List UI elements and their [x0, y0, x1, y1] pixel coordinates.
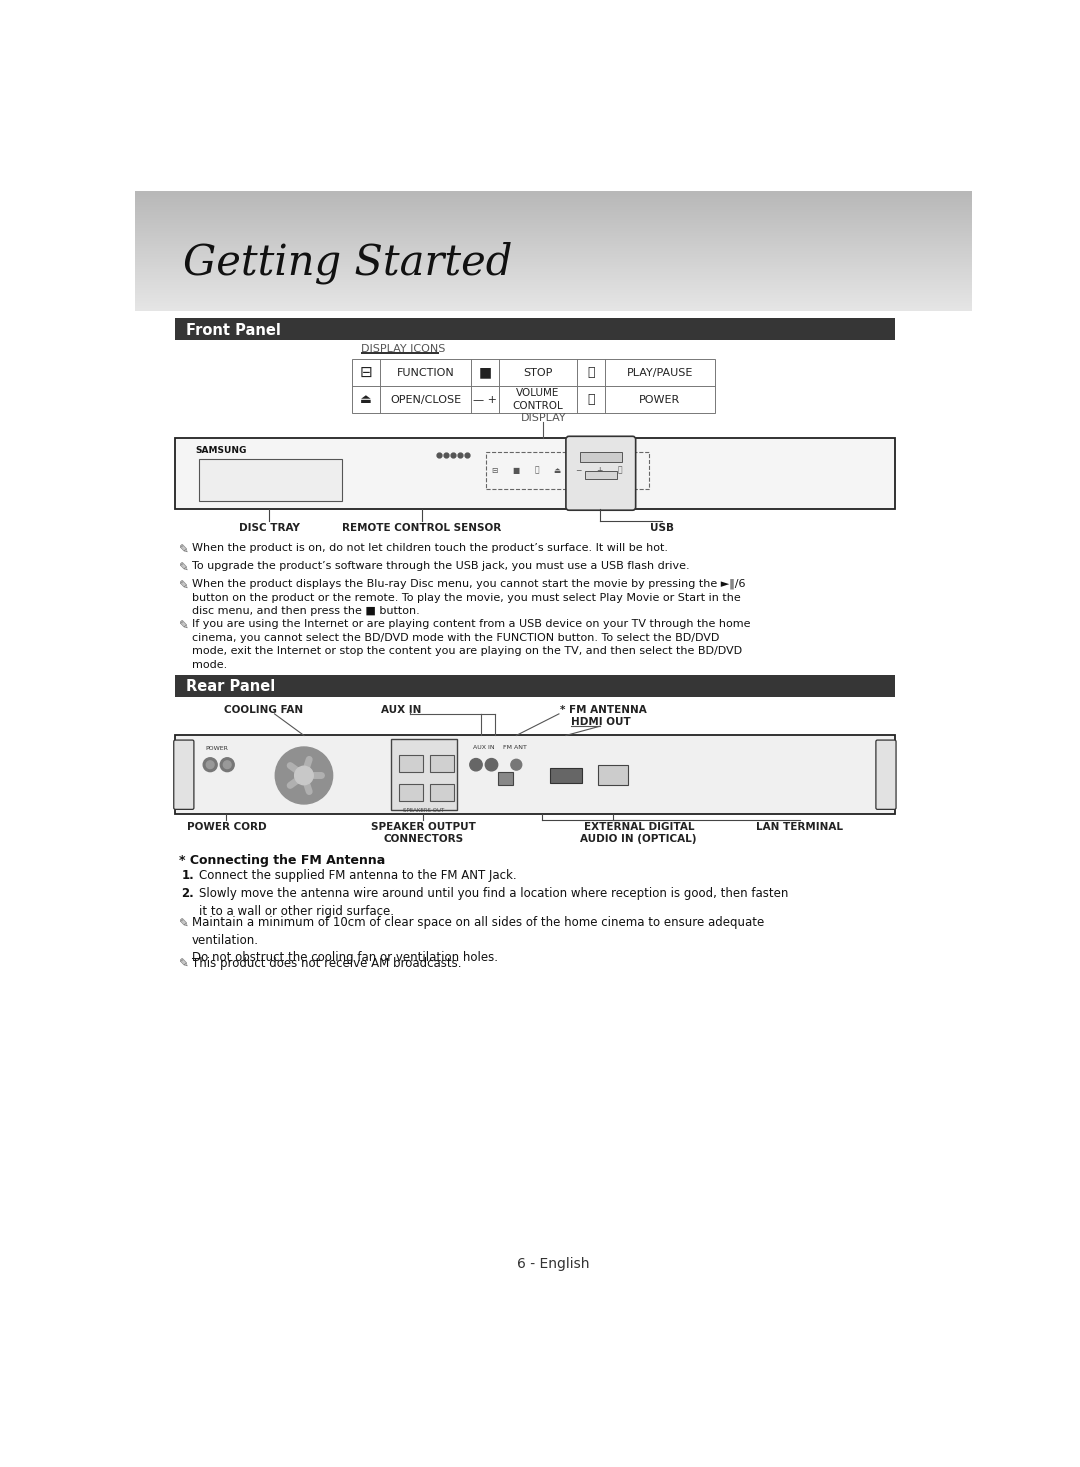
Circle shape — [295, 766, 313, 785]
Text: LAN TERMINAL: LAN TERMINAL — [756, 822, 843, 832]
Bar — [486, 452, 649, 489]
Circle shape — [203, 758, 217, 772]
Bar — [498, 772, 513, 785]
Text: If you are using the Internet or are playing content from a USB device on your T: If you are using the Internet or are pla… — [191, 619, 751, 670]
Text: Rear Panel: Rear Panel — [186, 679, 275, 694]
Text: Maintain a minimum of 10cm of clear space on all sides of the home cinema to ens: Maintain a minimum of 10cm of clear spac… — [191, 917, 764, 964]
Bar — [199, 459, 342, 500]
Text: ⏏: ⏏ — [360, 393, 372, 406]
Bar — [584, 471, 617, 480]
Text: FUNCTION: FUNCTION — [396, 368, 455, 378]
Text: * Connecting the FM Antenna: * Connecting the FM Antenna — [179, 854, 386, 867]
Text: ✎: ✎ — [179, 619, 189, 632]
Text: POWER: POWER — [205, 747, 228, 751]
Text: 1.: 1. — [181, 870, 194, 883]
Bar — [175, 735, 894, 814]
Text: USB: USB — [650, 522, 674, 533]
Text: ⏮: ⏮ — [586, 367, 594, 380]
Text: VOLUME
CONTROL: VOLUME CONTROL — [513, 389, 564, 411]
Circle shape — [470, 758, 482, 770]
Text: ✎: ✎ — [179, 560, 189, 574]
Bar — [352, 359, 715, 414]
FancyBboxPatch shape — [174, 739, 194, 810]
Text: Connect the supplied FM antenna to the FM ANT Jack.: Connect the supplied FM antenna to the F… — [199, 870, 516, 883]
Text: Getting Started: Getting Started — [183, 242, 512, 285]
Circle shape — [220, 758, 234, 772]
Text: PLAY/PAUSE: PLAY/PAUSE — [626, 368, 693, 378]
Text: ✎: ✎ — [179, 579, 189, 591]
Text: −: − — [576, 465, 581, 475]
Text: This product does not receive AM broadcasts.: This product does not receive AM broadca… — [191, 956, 461, 970]
Text: SPEAKER OUTPUT
CONNECTORS: SPEAKER OUTPUT CONNECTORS — [370, 822, 475, 844]
Text: 2.: 2. — [181, 888, 194, 901]
Circle shape — [224, 761, 231, 769]
Text: FM ANT: FM ANT — [503, 745, 527, 750]
Text: SPEAKERS OUT: SPEAKERS OUT — [403, 808, 444, 813]
Circle shape — [485, 758, 498, 770]
Bar — [430, 783, 455, 801]
Text: POWER CORD: POWER CORD — [187, 822, 267, 832]
Text: EXTERNAL DIGITAL
AUDIO IN (OPTICAL): EXTERNAL DIGITAL AUDIO IN (OPTICAL) — [581, 822, 697, 844]
Bar — [598, 764, 627, 785]
Bar — [580, 452, 622, 462]
Text: — +: — + — [473, 395, 497, 405]
Text: Slowly move the antenna wire around until you find a location where reception is: Slowly move the antenna wire around unti… — [199, 888, 788, 918]
Text: DISC TRAY: DISC TRAY — [239, 522, 299, 533]
Text: ⊟: ⊟ — [360, 365, 373, 380]
Circle shape — [511, 760, 522, 770]
Bar — [391, 739, 457, 810]
Bar — [175, 675, 894, 697]
Bar — [550, 767, 582, 783]
Text: 6 - English: 6 - English — [517, 1257, 590, 1270]
Text: +: + — [596, 465, 603, 475]
Bar — [399, 783, 423, 801]
Text: ✎: ✎ — [179, 543, 189, 556]
Text: ⏻: ⏻ — [586, 393, 594, 406]
Text: ■: ■ — [512, 465, 519, 475]
Bar — [175, 437, 894, 509]
Text: ✎: ✎ — [179, 956, 189, 970]
Bar — [430, 754, 455, 772]
FancyBboxPatch shape — [566, 436, 636, 511]
Text: STOP: STOP — [524, 368, 553, 378]
Text: SAMSUNG: SAMSUNG — [195, 446, 247, 455]
Text: OPEN/CLOSE: OPEN/CLOSE — [390, 395, 461, 405]
Text: Front Panel: Front Panel — [186, 323, 281, 337]
Text: ⏏: ⏏ — [554, 465, 561, 475]
Circle shape — [275, 747, 333, 804]
Bar — [399, 754, 423, 772]
Text: POWER: POWER — [639, 395, 680, 405]
Text: COOLING FAN: COOLING FAN — [225, 704, 303, 714]
Text: ⊟: ⊟ — [491, 465, 498, 475]
Text: To upgrade the product’s software through the USB jack, you must use a USB flash: To upgrade the product’s software throug… — [191, 560, 689, 571]
Text: ⏻: ⏻ — [618, 465, 622, 475]
Text: When the product is on, do not let children touch the product’s surface. It will: When the product is on, do not let child… — [191, 543, 667, 553]
Text: AUX IN: AUX IN — [473, 745, 495, 750]
Text: ✎: ✎ — [179, 917, 189, 930]
Text: * FM ANTENNA: * FM ANTENNA — [559, 704, 647, 714]
Text: DISPLAY: DISPLAY — [521, 412, 566, 422]
Bar — [362, 352, 438, 354]
Bar — [175, 318, 894, 340]
Text: REMOTE CONTROL SENSOR: REMOTE CONTROL SENSOR — [342, 522, 501, 533]
Text: AUX IN: AUX IN — [381, 704, 422, 714]
FancyBboxPatch shape — [876, 739, 896, 810]
Text: ⏮: ⏮ — [535, 465, 539, 475]
Circle shape — [206, 761, 214, 769]
Text: DISPLAY ICONS: DISPLAY ICONS — [362, 343, 446, 354]
Text: When the product displays the Blu-ray Disc menu, you cannot start the movie by p: When the product displays the Blu-ray Di… — [191, 579, 745, 616]
Text: HDMI OUT: HDMI OUT — [571, 717, 631, 728]
Text: ■: ■ — [478, 365, 491, 380]
